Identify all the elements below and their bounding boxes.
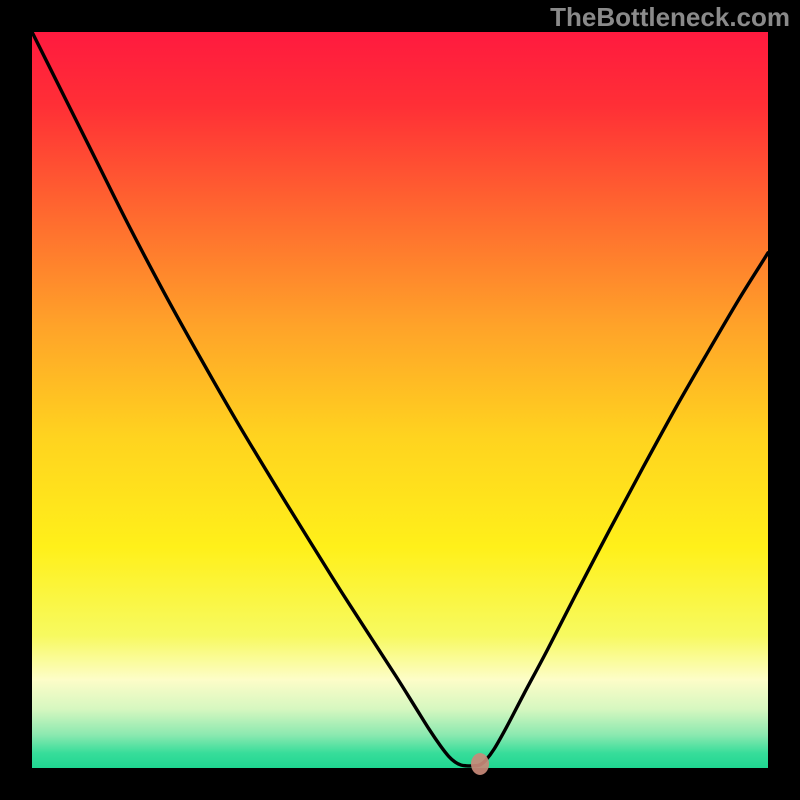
frame-left	[0, 32, 32, 768]
curve-layer	[0, 0, 800, 800]
frame-right	[768, 32, 800, 768]
bottleneck-curve	[32, 32, 768, 766]
frame-bottom	[0, 768, 800, 800]
minimum-marker	[471, 753, 489, 775]
watermark-text: TheBottleneck.com	[550, 2, 790, 33]
